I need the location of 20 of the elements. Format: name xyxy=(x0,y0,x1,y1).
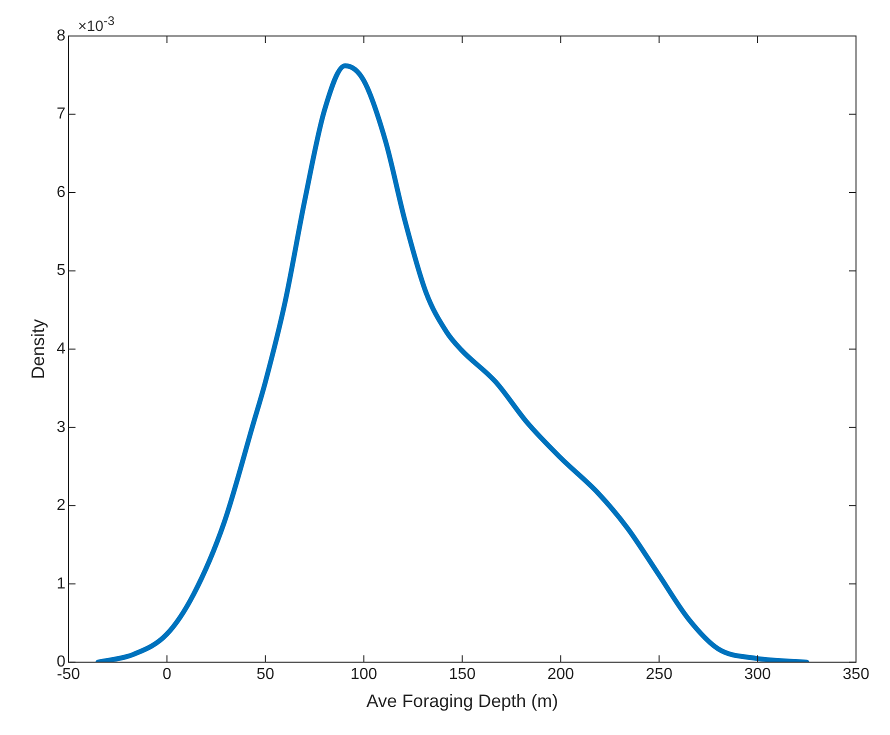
y-tick-label: 1 xyxy=(56,575,66,592)
x-tick-label: 100 xyxy=(350,666,378,684)
y-tick-label: 8 xyxy=(56,27,66,44)
x-tick-label: 250 xyxy=(646,666,673,684)
x-tick-label: 50 xyxy=(256,666,274,684)
y-tick-label: 5 xyxy=(56,262,66,280)
y-tick-label: 2 xyxy=(56,497,66,514)
y-tick-label: 3 xyxy=(56,418,66,436)
y-tick-label: 6 xyxy=(56,184,66,201)
x-axis-title: Ave Foraging Depth (m) xyxy=(366,691,558,712)
y-tick-label: 7 xyxy=(56,106,66,123)
x-tick-label: 0 xyxy=(162,666,172,684)
x-tick-label: 150 xyxy=(448,666,476,684)
x-tick-label: 300 xyxy=(744,666,772,684)
x-tick-label: -50 xyxy=(56,666,80,684)
text: ×10$^{-3}$ xyxy=(78,14,115,35)
x-tick-label: 350 xyxy=(842,666,870,684)
y-axis-title: Density xyxy=(28,319,48,380)
x-tick-label: 200 xyxy=(547,666,574,684)
y-tick-label: 4 xyxy=(56,340,66,358)
